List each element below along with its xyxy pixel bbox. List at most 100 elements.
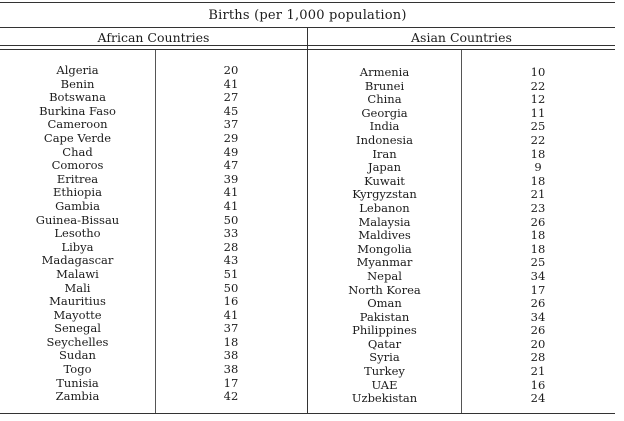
country-name-cell: Kyrgyzstan bbox=[352, 187, 417, 202]
birth-rate-cell: 28 bbox=[223, 239, 239, 254]
birth-rate-cell: 16 bbox=[530, 377, 546, 392]
birth-rate-cell: 29 bbox=[223, 130, 239, 145]
country-name-cell: Uzbekistan bbox=[351, 391, 418, 406]
birth-rate-cell: 28 bbox=[530, 350, 546, 365]
birth-rate-cell: 25 bbox=[530, 119, 546, 134]
country-name-cell: Seychelles bbox=[46, 334, 109, 349]
birth-rate-cell: 43 bbox=[223, 253, 239, 268]
country-name-cell: Algeria bbox=[56, 63, 99, 77]
country-name-cell: Madagascar bbox=[41, 253, 114, 268]
country-name-cell: Guinea-Bissau bbox=[35, 212, 120, 227]
country-name-cell: Mauritius bbox=[49, 294, 106, 309]
birth-rate-cell: 38 bbox=[223, 348, 239, 363]
country-name-cell: Gambia bbox=[55, 198, 100, 213]
birth-rate-cell: 51 bbox=[223, 266, 239, 281]
country-name-cell: Sudan bbox=[59, 348, 96, 363]
birth-rate-cell: 24 bbox=[530, 391, 546, 406]
country-name-cell: Mali bbox=[64, 280, 91, 295]
birth-rate-cell: 23 bbox=[530, 200, 546, 215]
birth-rate-cell: 37 bbox=[223, 321, 239, 336]
african-births-column: 20 41 27 45 37 29 49 47 39 41 41 50 33 28 43 51 50 16 41 37… bbox=[155, 63, 307, 404]
birth-rate-cell: 21 bbox=[530, 187, 546, 202]
asian-country-column: Armenia Brunei China Georgia India Indonesia I… bbox=[308, 65, 461, 406]
country-name-cell: Ethiopia bbox=[53, 185, 102, 200]
country-name-cell: Armenia bbox=[359, 65, 410, 79]
birth-rate-cell: 41 bbox=[223, 76, 239, 91]
birth-rate-cell: 12 bbox=[530, 92, 546, 107]
birth-rate-cell: 39 bbox=[223, 171, 239, 186]
birth-rate-cell: 18 bbox=[530, 146, 546, 161]
country-name-cell: Zambia bbox=[55, 389, 100, 404]
birth-rate-cell: 49 bbox=[223, 144, 239, 159]
country-name-cell: Lebanon bbox=[359, 200, 410, 215]
birth-rate-cell: 25 bbox=[530, 255, 546, 270]
birth-rate-cell: 27 bbox=[223, 90, 239, 105]
african-column-divider bbox=[155, 50, 156, 413]
bottom-rule bbox=[0, 413, 615, 414]
country-name-cell: Iran bbox=[372, 146, 397, 161]
country-name-cell: Cape Verde bbox=[43, 130, 112, 145]
country-name-cell: Indonesia bbox=[356, 132, 413, 147]
country-name-cell: India bbox=[369, 119, 400, 134]
country-name-cell: Burkina Faso bbox=[39, 103, 116, 118]
country-name-cell: Japan bbox=[367, 160, 402, 175]
header-rule-lower bbox=[0, 49, 615, 50]
country-name-cell: Syria bbox=[369, 350, 400, 365]
country-name-cell: Senegal bbox=[54, 321, 101, 336]
country-name-cell: Lesotho bbox=[54, 226, 101, 241]
birth-rate-cell: 26 bbox=[530, 296, 546, 311]
birth-rate-cell: 18 bbox=[530, 241, 546, 256]
country-name-cell: Myanmar bbox=[356, 255, 413, 270]
country-name-cell: Botswana bbox=[49, 90, 106, 105]
birth-rate-cell: 47 bbox=[223, 158, 239, 173]
birth-rate-cell: 18 bbox=[530, 173, 546, 188]
birth-rate-cell: 21 bbox=[530, 364, 546, 379]
birth-rate-cell: 10 bbox=[530, 65, 546, 79]
country-name-cell: Comoros bbox=[51, 158, 104, 173]
country-name-cell: Eritrea bbox=[56, 171, 99, 186]
birth-rate-cell: 20 bbox=[223, 63, 239, 77]
country-name-cell: Mayotte bbox=[53, 307, 102, 322]
birth-rate-cell: 41 bbox=[223, 307, 239, 322]
group-divider bbox=[307, 27, 308, 413]
header-rule-upper bbox=[0, 45, 615, 46]
country-name-cell: Tunisia bbox=[56, 375, 99, 390]
birth-rate-cell: 42 bbox=[223, 389, 239, 404]
country-name-cell: Benin bbox=[60, 76, 95, 91]
country-name-cell: Togo bbox=[63, 362, 92, 377]
country-name-cell: Malawi bbox=[56, 266, 99, 281]
country-name-cell: Oman bbox=[367, 296, 402, 311]
birth-rate-cell: 11 bbox=[530, 105, 546, 120]
birth-rate-cell: 34 bbox=[530, 309, 546, 324]
country-name-cell: Brunei bbox=[364, 78, 405, 93]
country-name-cell: Chad bbox=[62, 144, 93, 159]
birth-rate-cell: 18 bbox=[223, 334, 239, 349]
birth-rate-cell: 50 bbox=[223, 212, 239, 227]
country-name-cell: Mongolia bbox=[357, 241, 412, 256]
asian-column-divider bbox=[461, 50, 462, 413]
african-countries-header: African Countries bbox=[97, 30, 210, 45]
birth-rate-cell: 38 bbox=[223, 362, 239, 377]
birth-rate-cell: 26 bbox=[530, 214, 546, 229]
birth-rate-cell: 17 bbox=[223, 375, 239, 390]
country-name-cell: Kuwait bbox=[364, 173, 405, 188]
country-name-cell: UAE bbox=[371, 377, 398, 392]
country-name-cell: Georgia bbox=[361, 105, 408, 120]
birth-rate-cell: 26 bbox=[530, 323, 546, 338]
birth-rate-cell: 22 bbox=[530, 132, 546, 147]
country-name-cell: North Korea bbox=[348, 282, 421, 297]
birth-rate-cell: 37 bbox=[223, 117, 239, 132]
birth-rate-cell: 18 bbox=[530, 228, 546, 243]
country-name-cell: Maldives bbox=[358, 228, 411, 243]
birth-rate-cell: 17 bbox=[530, 282, 546, 297]
country-name-cell: Philippines bbox=[352, 323, 417, 338]
birth-rate-cell: 16 bbox=[223, 294, 239, 309]
country-name-cell: Turkey bbox=[364, 364, 405, 379]
birth-rate-cell: 9 bbox=[534, 160, 542, 175]
top-rule bbox=[0, 2, 615, 3]
birth-rate-cell: 41 bbox=[223, 185, 239, 200]
birth-rate-cell: 41 bbox=[223, 198, 239, 213]
table-title: Births (per 1,000 population) bbox=[208, 8, 407, 23]
birth-rate-cell: 33 bbox=[223, 226, 239, 241]
